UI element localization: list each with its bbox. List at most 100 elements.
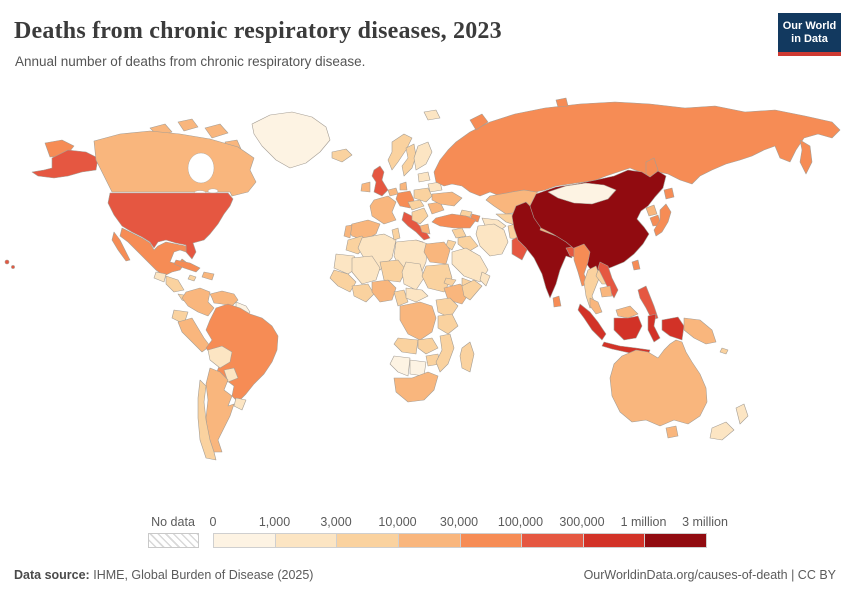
country-new-zealand-north[interactable] (735, 403, 749, 425)
country-cameroon[interactable] (393, 289, 409, 307)
country-mexico-baja[interactable] (111, 231, 131, 262)
country-angola[interactable] (393, 337, 419, 355)
country-peru[interactable] (177, 317, 211, 353)
country-paraguay[interactable] (223, 367, 239, 383)
country-indonesia-borneo[interactable] (613, 315, 643, 341)
country-mozambique[interactable] (435, 333, 455, 373)
country-czechia[interactable] (407, 199, 425, 211)
country-north-korea[interactable] (645, 204, 658, 217)
country-chile[interactable] (197, 379, 217, 461)
country-cambodia[interactable] (599, 285, 613, 298)
legend-bin[interactable] (214, 534, 276, 547)
country-france[interactable] (369, 195, 397, 225)
country-romania[interactable] (427, 201, 445, 215)
legend-bin[interactable] (522, 534, 584, 547)
country-zambia[interactable] (417, 337, 439, 355)
country-vietnam[interactable] (597, 261, 619, 299)
country-japan[interactable] (653, 203, 672, 237)
country-madagascar[interactable] (459, 341, 475, 373)
country-australia[interactable] (609, 339, 708, 427)
country-mali[interactable] (351, 255, 381, 285)
country-jordan[interactable] (445, 239, 457, 251)
country-solomon[interactable] (719, 347, 729, 355)
country-usa-hawaii[interactable] (4, 259, 10, 265)
owid-logo[interactable]: Our World in Data (778, 13, 841, 56)
country-ghana[interactable] (351, 283, 375, 303)
legend-bin[interactable] (583, 534, 646, 547)
country-indonesia-sulawesi[interactable] (647, 313, 661, 343)
country-oman[interactable] (479, 271, 491, 287)
legend-bin[interactable] (275, 534, 338, 547)
country-denmark[interactable] (399, 181, 408, 191)
country-mongolia[interactable] (547, 182, 617, 205)
country-namibia[interactable] (389, 355, 411, 377)
country-norway[interactable] (387, 133, 413, 171)
country-finland[interactable] (413, 141, 433, 171)
country-russia-novaya-zemlya[interactable] (469, 113, 489, 131)
country-canada-island[interactable] (177, 118, 199, 132)
country-south-africa[interactable] (393, 371, 439, 403)
country-greece[interactable] (419, 223, 431, 235)
country-svalbard[interactable] (423, 109, 441, 121)
country-png[interactable] (683, 317, 717, 345)
country-iceland[interactable] (331, 148, 353, 163)
country-syria[interactable] (451, 227, 467, 239)
country-guatemala[interactable] (153, 271, 167, 283)
country-sudan[interactable] (421, 263, 453, 293)
country-russia-kamchatka[interactable] (799, 139, 813, 175)
country-tanzania[interactable] (437, 313, 459, 335)
country-chad[interactable] (401, 261, 425, 291)
country-australia-tasmania[interactable] (665, 425, 679, 439)
country-baltics[interactable] (417, 171, 431, 183)
country-mexico[interactable] (119, 227, 187, 277)
country-indonesia-sumatra[interactable] (577, 303, 607, 341)
legend-bin[interactable] (398, 534, 461, 547)
country-malaysia-borneo[interactable] (615, 305, 639, 319)
country-argentina[interactable] (205, 367, 235, 453)
country-usa-alaska[interactable] (31, 149, 99, 179)
country-ukraine[interactable] (431, 191, 463, 207)
country-new-zealand-south[interactable] (709, 421, 735, 441)
country-dominican-republic[interactable] (201, 271, 215, 281)
country-colombia[interactable] (181, 287, 215, 317)
legend-bin[interactable] (337, 534, 399, 547)
country-georgia[interactable] (459, 209, 473, 218)
country-balkans[interactable] (411, 207, 429, 225)
no-data-swatch[interactable] (148, 533, 199, 548)
country-somalia[interactable] (461, 279, 483, 301)
country-japan-hokkaido[interactable] (663, 187, 675, 200)
legend-bin[interactable] (460, 534, 523, 547)
legend-bin[interactable] (645, 534, 706, 547)
country-venezuela[interactable] (209, 290, 239, 307)
country-poland[interactable] (413, 187, 433, 203)
country-car[interactable] (405, 287, 429, 303)
country-bolivia[interactable] (207, 345, 233, 369)
country-greenland[interactable] (251, 111, 331, 169)
country-cuba[interactable] (173, 259, 201, 273)
country-ireland[interactable] (360, 181, 371, 193)
country-taiwan[interactable] (631, 259, 641, 271)
country-iraq[interactable] (457, 235, 479, 253)
country-senegal[interactable] (329, 269, 357, 293)
country-nicaragua[interactable] (165, 275, 185, 293)
country-philippines[interactable] (637, 285, 659, 321)
country-egypt[interactable] (423, 241, 451, 265)
country-usa-hawaii[interactable] (11, 265, 15, 269)
country-iran[interactable] (475, 223, 509, 257)
country-uruguay[interactable] (233, 397, 247, 411)
country-kenya[interactable] (435, 297, 459, 319)
country-drc[interactable] (399, 301, 437, 341)
country-sri-lanka[interactable] (552, 295, 562, 308)
country-jamaica[interactable] (187, 274, 197, 282)
country-russia-severnaya[interactable] (555, 97, 569, 108)
country-sweden[interactable] (401, 143, 417, 177)
attribution-link[interactable]: OurWorldinData.org/causes-of-death | CC … (583, 568, 836, 582)
country-tunisia[interactable] (391, 227, 401, 241)
country-malaysia[interactable] (589, 297, 603, 315)
country-portugal[interactable] (343, 224, 353, 239)
country-indonesia-papua[interactable] (661, 316, 685, 341)
country-nigeria[interactable] (371, 279, 397, 303)
country-netherlands[interactable] (387, 187, 399, 197)
country-belarus[interactable] (427, 181, 443, 193)
country-canada-island[interactable] (204, 123, 229, 139)
